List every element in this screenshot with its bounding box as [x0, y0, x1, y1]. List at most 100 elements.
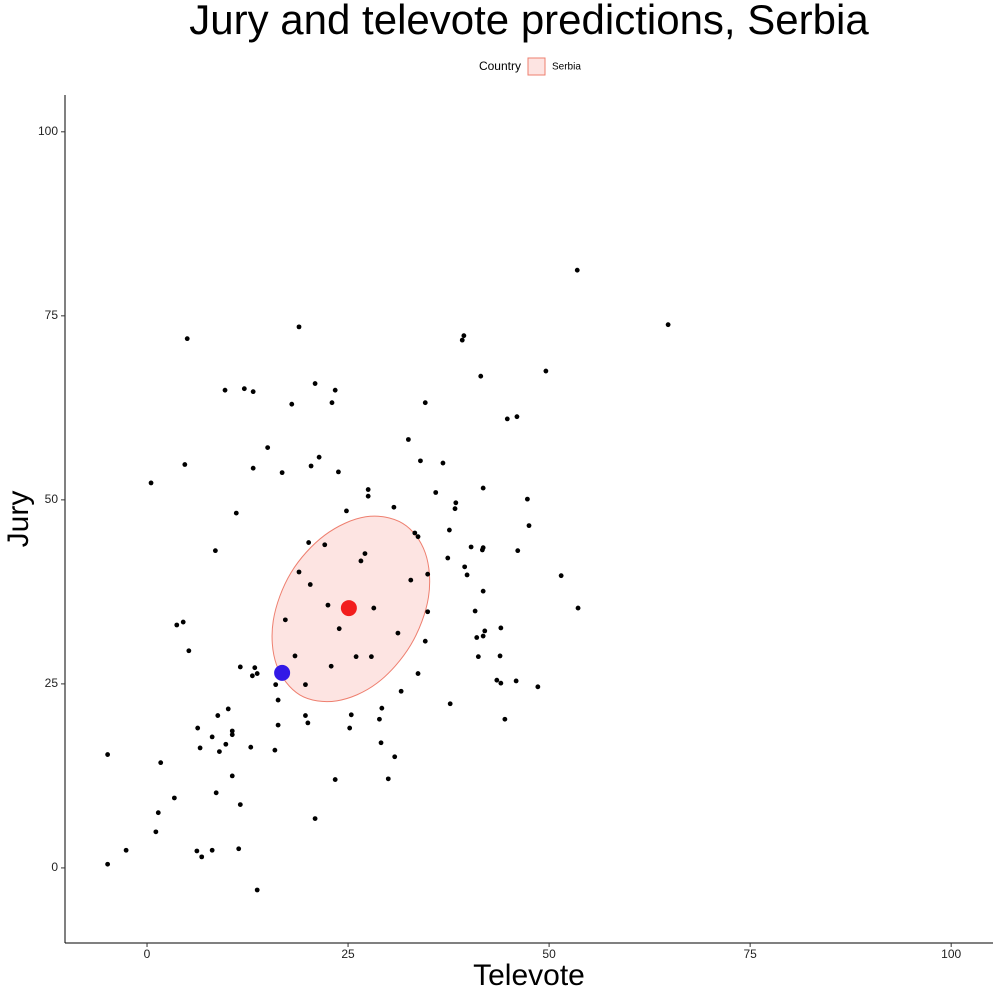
legend-label: Serbia — [552, 62, 581, 73]
x-tick-label: 25 — [341, 947, 355, 961]
x-axis-title: Televote — [473, 959, 585, 992]
point — [422, 638, 428, 644]
point — [480, 588, 486, 594]
point — [336, 626, 342, 632]
point — [254, 887, 260, 893]
point — [462, 564, 468, 570]
point — [468, 544, 474, 550]
point — [332, 777, 338, 782]
y-tick-label: 100 — [38, 124, 58, 138]
point — [216, 749, 222, 755]
point — [377, 716, 382, 722]
legend-key — [527, 57, 546, 76]
point — [379, 705, 385, 711]
point — [475, 654, 481, 660]
point — [215, 713, 221, 718]
point — [425, 571, 431, 577]
point — [358, 558, 364, 564]
point — [461, 333, 467, 339]
point — [171, 795, 177, 801]
point — [105, 861, 111, 867]
point — [229, 773, 235, 779]
point — [225, 706, 231, 712]
y-tick-label: 50 — [45, 492, 59, 506]
point — [237, 664, 243, 670]
point — [405, 437, 411, 442]
x-tick-label: 50 — [542, 947, 556, 961]
point — [322, 542, 328, 548]
point — [446, 527, 452, 533]
point — [282, 617, 288, 623]
x-tick-label: 0 — [144, 947, 151, 961]
point — [306, 540, 312, 545]
point — [368, 654, 374, 660]
point — [223, 741, 229, 747]
point — [199, 854, 205, 860]
point — [248, 744, 254, 750]
point — [415, 534, 421, 540]
point — [398, 688, 404, 694]
point — [371, 605, 377, 611]
point — [498, 625, 504, 631]
point — [249, 673, 255, 679]
point — [273, 682, 279, 688]
point — [303, 682, 308, 688]
point — [328, 663, 334, 669]
point — [362, 551, 368, 556]
point — [348, 712, 354, 718]
point — [186, 648, 192, 654]
point — [447, 701, 453, 707]
point — [336, 469, 341, 475]
point — [265, 445, 271, 450]
point — [418, 458, 423, 464]
point — [575, 605, 581, 611]
legend: Country Serbia — [479, 57, 581, 76]
point — [459, 337, 465, 343]
point — [535, 684, 541, 690]
point — [464, 572, 470, 578]
y-tick-label: 25 — [45, 676, 59, 690]
point — [233, 510, 239, 516]
y-axis-title: Jury — [2, 491, 35, 548]
point — [472, 608, 478, 614]
point — [195, 725, 201, 731]
point — [180, 619, 186, 625]
point — [385, 776, 391, 782]
point — [312, 816, 318, 821]
point — [482, 628, 488, 634]
point — [209, 847, 215, 853]
point — [184, 336, 190, 342]
point — [497, 653, 503, 659]
point — [279, 470, 285, 476]
point — [392, 754, 398, 760]
point — [222, 387, 228, 393]
point — [391, 504, 397, 510]
point — [182, 462, 188, 467]
point — [365, 493, 371, 499]
point — [250, 389, 256, 395]
point — [513, 678, 519, 684]
point — [197, 745, 203, 751]
point — [514, 414, 520, 420]
point — [209, 734, 215, 740]
point — [574, 267, 580, 273]
point — [408, 577, 414, 583]
point — [308, 463, 314, 469]
point — [289, 401, 295, 407]
point — [543, 368, 549, 374]
point — [158, 760, 164, 766]
point — [325, 602, 331, 608]
point — [174, 622, 180, 628]
point — [353, 654, 359, 660]
point — [474, 635, 480, 640]
point — [329, 400, 335, 406]
point — [153, 829, 159, 835]
point — [305, 720, 311, 726]
point — [515, 548, 521, 554]
point — [254, 671, 260, 676]
point — [272, 747, 278, 753]
y-tick-label: 0 — [51, 860, 58, 874]
point — [452, 506, 458, 512]
point — [478, 373, 484, 379]
